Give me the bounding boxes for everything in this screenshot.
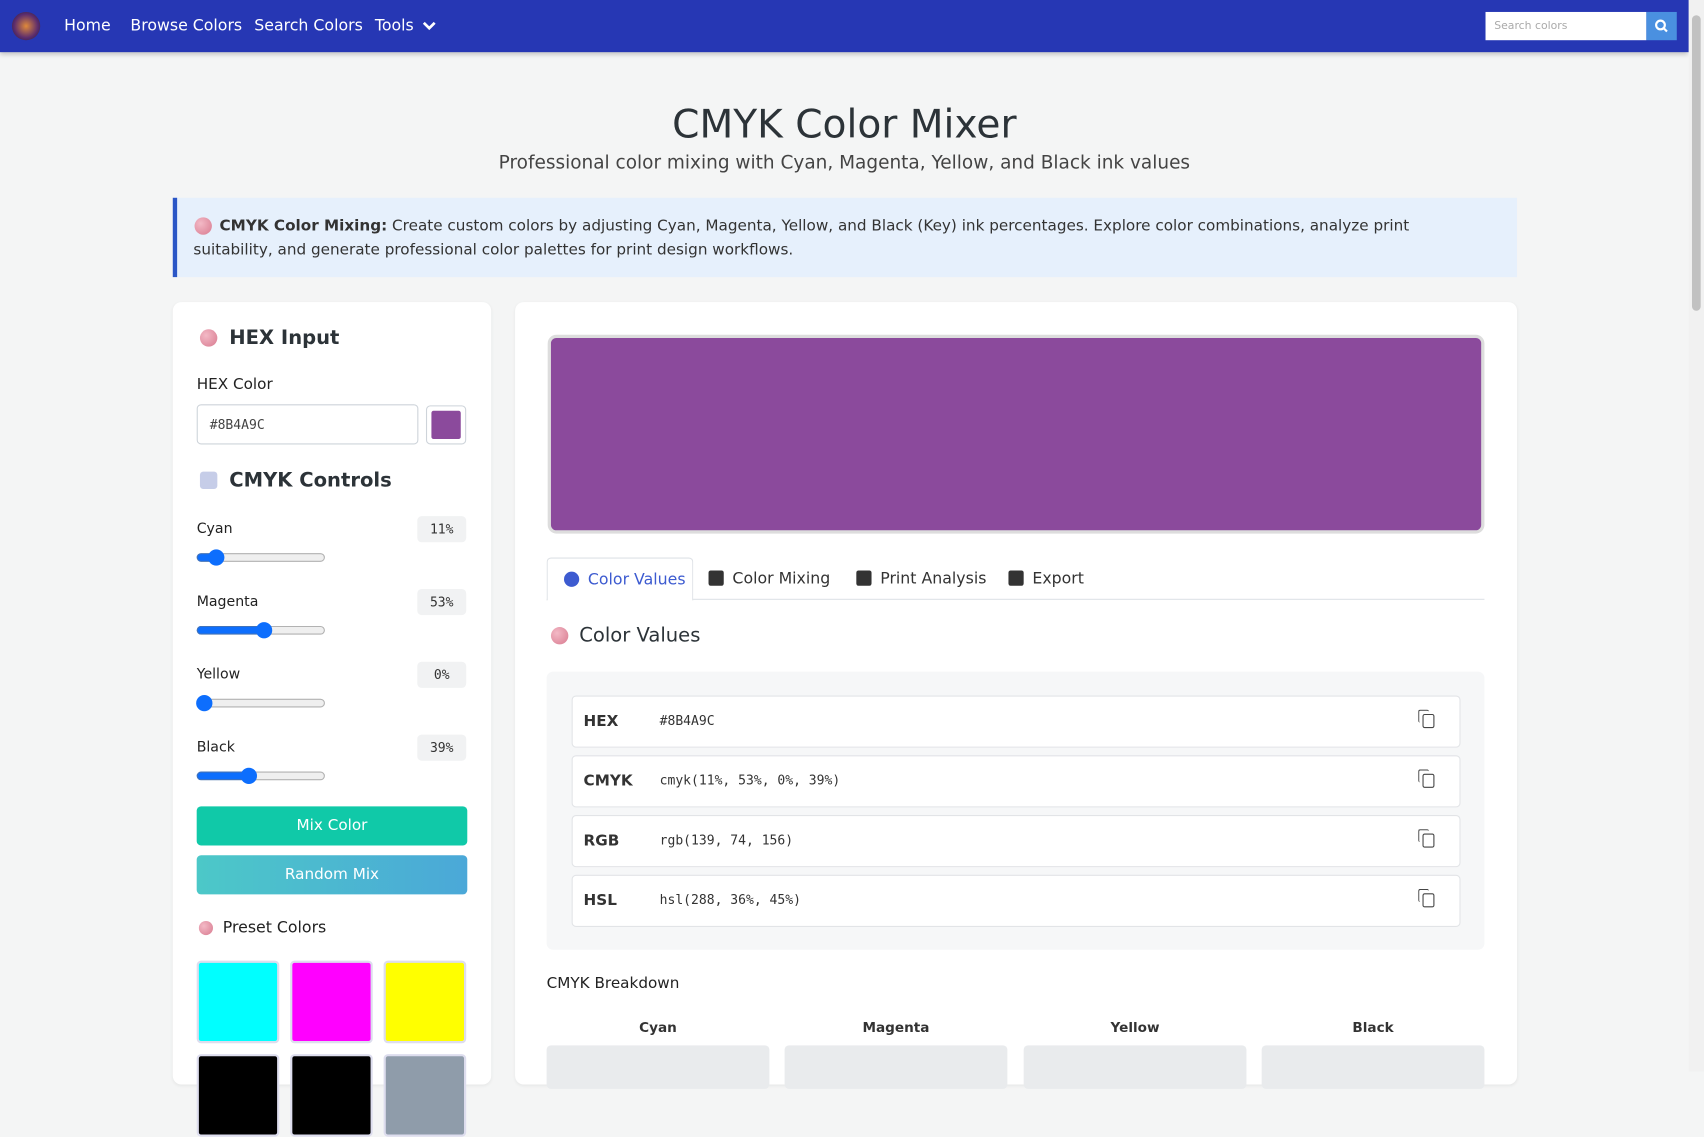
slider[interactable] <box>195 767 327 785</box>
search-input[interactable]: Search colors <box>1485 11 1647 41</box>
breakdown-heading: CMYK Breakdown <box>546 974 680 993</box>
alert-text: CMYK Color Mixing: Create custom colors … <box>193 214 1492 262</box>
slider[interactable] <box>195 548 327 567</box>
nav-link[interactable]: Home <box>64 17 111 35</box>
tab-label: Export <box>1032 570 1084 588</box>
preset-swatch[interactable] <box>383 1054 467 1137</box>
value-row: RGB rgb(139, 74, 156) <box>571 815 1461 868</box>
breakdown-box <box>546 1045 770 1089</box>
logo[interactable] <box>11 11 41 41</box>
value-row: CMYK cmyk(11%, 53%, 0%, 39%) <box>571 755 1461 808</box>
page-title: CMYK Color Mixer <box>672 102 1017 148</box>
copy-button[interactable] <box>1418 888 1435 908</box>
button-text: Random Mix <box>284 866 380 884</box>
row-label: CMYK <box>583 772 633 791</box>
breakdown-label: Magenta <box>862 1018 930 1036</box>
random-button[interactable]: Random Mix <box>196 855 468 895</box>
breakdown-label: Cyan <box>639 1018 677 1036</box>
button-text: Mix Color <box>296 817 368 835</box>
preset-heading: Preset Colors <box>222 919 327 937</box>
tab[interactable]: Color Values <box>546 557 694 601</box>
preset-swatch[interactable] <box>196 1054 280 1137</box>
slider-value: 0% <box>417 661 467 688</box>
preset-swatch[interactable] <box>383 960 467 1044</box>
section-heading: Color Values <box>579 624 701 648</box>
copy-button[interactable] <box>1418 769 1435 788</box>
subtitle: Professional color mixing with Cyan, Mag… <box>498 152 1191 174</box>
scrollbar[interactable] <box>1688 0 1704 1072</box>
breakdown-box <box>784 1045 1008 1089</box>
row-value: hsl(288, 36%, 45%) <box>659 892 801 908</box>
preset-swatch[interactable] <box>196 960 280 1044</box>
slider[interactable] <box>195 621 327 639</box>
slider-value: 11% <box>417 516 467 543</box>
value-row: HEX #8B4A9C <box>571 695 1461 748</box>
row-value: cmyk(11%, 53%, 0%, 39%) <box>659 772 841 788</box>
info-alert: CMYK Color Mixing: Create custom colors … <box>172 197 1518 278</box>
preset-swatch[interactable] <box>290 960 373 1044</box>
nav-link[interactable]: Browse Colors <box>130 17 243 35</box>
tab[interactable]: Export <box>992 557 1144 598</box>
tab[interactable]: Print Analysis <box>840 557 992 598</box>
row-value: rgb(139, 74, 156) <box>659 832 794 848</box>
row-value: #8B4A9C <box>659 712 715 729</box>
breakdown-label: Black <box>1352 1018 1394 1036</box>
slider-value: 53% <box>417 588 467 616</box>
tab-label: Color Mixing <box>732 570 831 588</box>
section-heading: HEX Input <box>229 326 340 350</box>
breakdown-box <box>1261 1045 1485 1089</box>
search-button[interactable] <box>1646 11 1677 41</box>
hex-input[interactable]: #8B4A9C <box>196 404 419 445</box>
field-label: HEX Color <box>196 375 273 394</box>
alert-body: Create custom colors by adjusting Cyan, … <box>193 217 1410 259</box>
color-picker[interactable] <box>425 405 467 445</box>
slider-label: Yellow <box>196 666 241 683</box>
section-heading: CMYK Controls <box>229 468 392 492</box>
nav-link[interactable]: Search Colors <box>254 17 363 35</box>
tab-label: Color Values <box>587 571 686 589</box>
row-label: HEX <box>583 712 619 731</box>
slider-value: 39% <box>417 734 467 761</box>
nav-dropdown[interactable]: Tools <box>374 17 414 35</box>
row-label: RGB <box>583 832 620 850</box>
alert-strong: CMYK Color Mixing: <box>219 217 388 235</box>
navbar: Home Browse Colors Search Colors Tools S… <box>0 0 1689 53</box>
copy-button[interactable] <box>1418 709 1435 729</box>
tab-label: Print Analysis <box>880 570 987 588</box>
slider-label: Magenta <box>196 593 259 611</box>
copy-button[interactable] <box>1418 829 1435 848</box>
slider-label: Cyan <box>196 521 233 538</box>
hex-input-value: #8B4A9C <box>209 417 265 433</box>
value-row: HSL hsl(288, 36%, 45%) <box>571 874 1461 927</box>
slider-label: Black <box>196 739 235 756</box>
chevron <box>422 21 436 31</box>
breakdown-box <box>1023 1045 1247 1089</box>
preset-swatch[interactable] <box>290 1054 373 1137</box>
breakdown-label: Yellow <box>1110 1018 1160 1036</box>
color-preview <box>547 334 1485 534</box>
row-label: HSL <box>583 892 617 910</box>
slider[interactable] <box>195 694 327 712</box>
mix-button[interactable]: Mix Color <box>196 806 468 846</box>
placeholder: Search colors <box>1494 20 1568 33</box>
tab[interactable]: Color Mixing <box>692 557 844 598</box>
